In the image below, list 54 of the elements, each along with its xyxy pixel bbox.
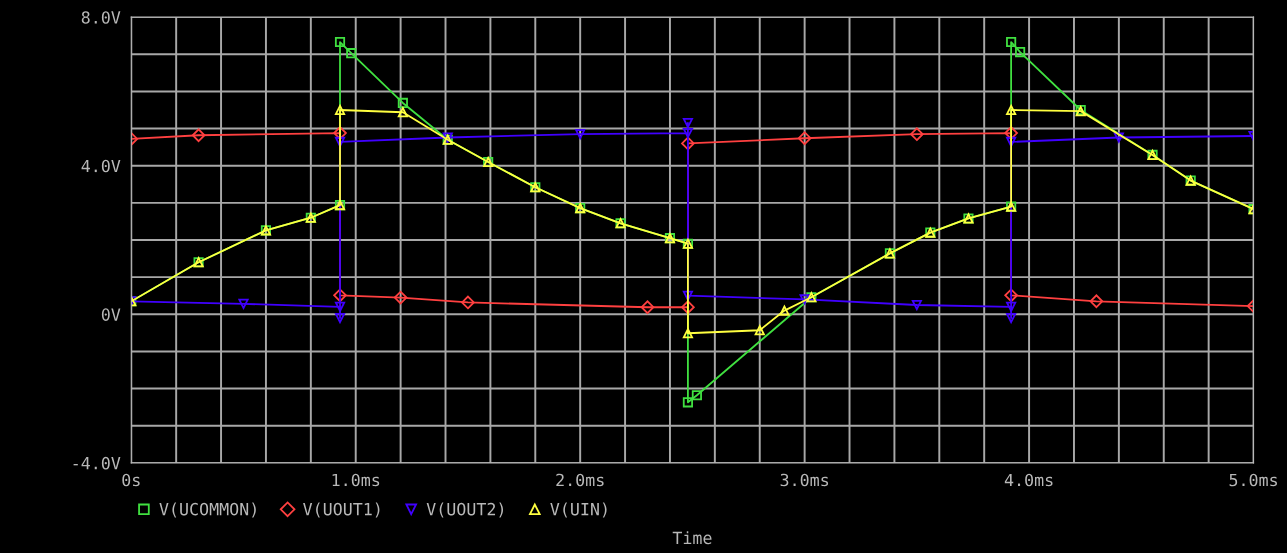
y-tick-label: 0V [101, 308, 121, 321]
point [779, 305, 790, 316]
point [334, 301, 346, 312]
y-tick-label: 8.0V [81, 11, 121, 24]
point [682, 117, 693, 129]
point [1006, 36, 1017, 48]
point [397, 107, 408, 118]
x-tick-label: 2.0ms [556, 473, 604, 487]
legend-label: V(UCOMMON) [159, 502, 256, 518]
x-tick-label: 1.0ms [332, 473, 380, 487]
point [682, 290, 693, 301]
point [1004, 126, 1018, 140]
x-tick-label: 0s [122, 473, 140, 487]
point [1015, 46, 1026, 58]
y-tick-label: 4.0V [81, 159, 121, 173]
point [1006, 136, 1017, 148]
point [640, 300, 655, 315]
point [461, 295, 475, 310]
x-tick-label: 4.0ms [1004, 473, 1053, 487]
legend-label: V(UOUT2) [426, 502, 504, 518]
point [682, 127, 693, 139]
point [1004, 288, 1018, 303]
point [575, 129, 586, 140]
point [682, 397, 693, 408]
y-tick-label: -4.0V [73, 456, 121, 470]
point [682, 328, 693, 339]
point [393, 290, 408, 305]
x-tick-label: 3.0ms [780, 473, 829, 487]
legend-label: V(UOUT1) [303, 502, 380, 518]
point [799, 294, 810, 305]
x-axis-title: Time [672, 531, 712, 545]
point [1113, 132, 1124, 143]
point [334, 36, 346, 48]
point [910, 127, 924, 141]
point [691, 390, 702, 401]
point [681, 300, 695, 315]
point [754, 325, 765, 336]
point [333, 288, 347, 303]
point [191, 128, 206, 143]
point [397, 97, 408, 109]
legend-label: V(UIN) [550, 502, 607, 518]
point [1006, 104, 1017, 116]
point [1006, 301, 1017, 312]
point [1006, 312, 1017, 324]
point [333, 126, 347, 140]
point [797, 131, 812, 146]
x-tick-label: 5.0ms [1229, 473, 1277, 487]
point [681, 136, 695, 151]
point [334, 312, 346, 324]
point [1089, 294, 1104, 309]
point [346, 48, 357, 59]
point [911, 299, 922, 311]
point [334, 104, 346, 116]
point [238, 298, 249, 309]
